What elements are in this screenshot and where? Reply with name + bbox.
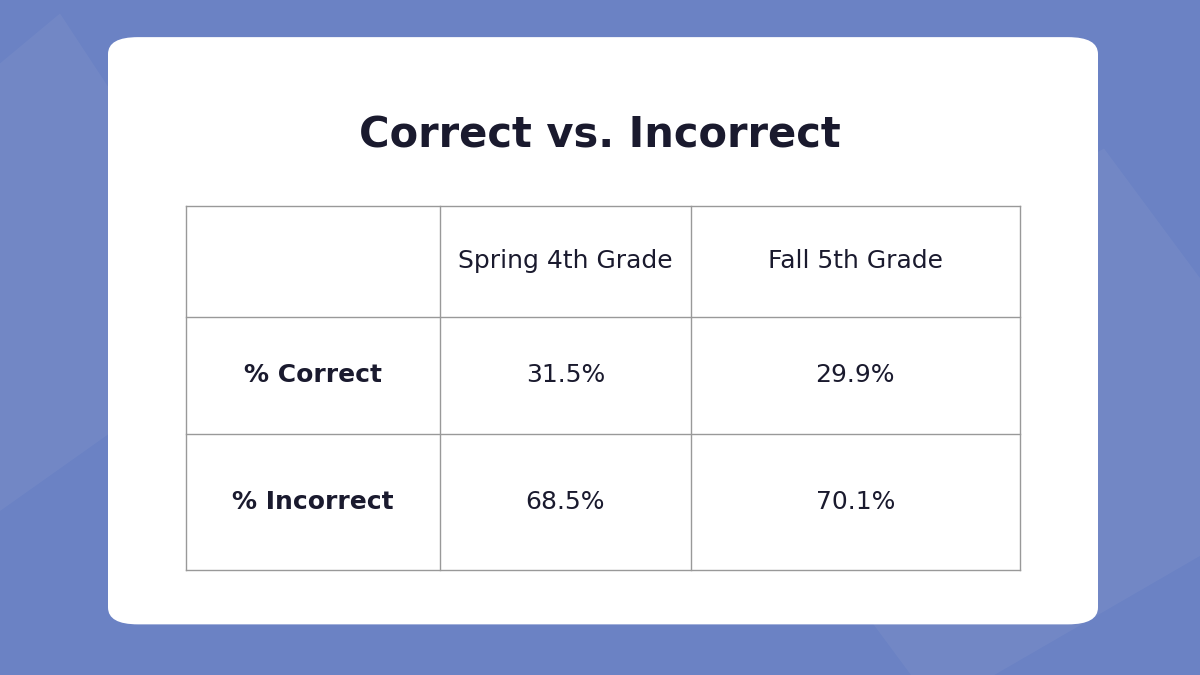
Text: Spring 4th Grade: Spring 4th Grade (458, 250, 673, 273)
Polygon shape (0, 14, 264, 554)
Text: 29.9%: 29.9% (816, 363, 895, 387)
Text: % Incorrect: % Incorrect (233, 490, 394, 514)
FancyBboxPatch shape (108, 37, 1098, 624)
Text: Correct vs. Incorrect: Correct vs. Incorrect (359, 114, 841, 156)
Text: Fall 5th Grade: Fall 5th Grade (768, 250, 943, 273)
Text: % Correct: % Correct (244, 363, 382, 387)
Polygon shape (696, 148, 1200, 675)
Text: 70.1%: 70.1% (816, 490, 895, 514)
Text: 31.5%: 31.5% (526, 363, 605, 387)
Text: 68.5%: 68.5% (526, 490, 605, 514)
